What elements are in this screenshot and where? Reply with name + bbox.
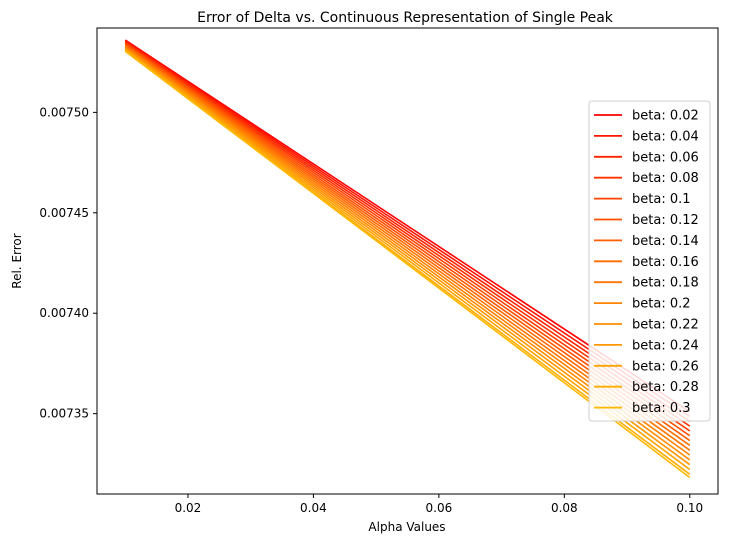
y-tick-label-2: 0.00740 [39,306,89,320]
y-axis: 0.00735 0.00740 0.00745 0.00750 [39,105,97,421]
legend: beta: 0.02 beta: 0.04 beta: 0.06 beta: 0.08… [588,100,711,422]
legend-item-9: beta: 0.18 [632,276,699,291]
y-axis-label: Rel. Error [10,233,24,288]
legend-item-2: beta: 0.04 [632,129,699,144]
legend-item-14: beta: 0.28 [632,380,699,395]
x-tick-label-2: 0.04 [300,501,327,515]
y-tick-label-4: 0.00750 [39,105,89,119]
y-tick-label-3: 0.00745 [39,206,89,220]
x-tick-label-5: 0.10 [676,501,703,515]
legend-box [588,100,711,422]
y-tick-label-1: 0.00735 [39,407,89,421]
legend-item-8: beta: 0.16 [632,255,699,270]
x-axis: 0.02 0.04 0.06 0.08 0.10 [175,494,703,515]
legend-item-11: beta: 0.22 [632,318,699,333]
x-tick-label-3: 0.06 [426,501,453,515]
legend-item-3: beta: 0.06 [632,150,699,165]
legend-item-15: beta: 0.3 [632,401,691,416]
legend-item-4: beta: 0.08 [632,171,699,186]
x-tick-label-4: 0.08 [551,501,578,515]
legend-item-13: beta: 0.26 [632,359,699,374]
legend-item-5: beta: 0.1 [632,192,691,207]
legend-item-1: beta: 0.02 [632,109,699,124]
x-tick-label-1: 0.02 [175,501,202,515]
legend-item-10: beta: 0.2 [632,297,691,312]
chart-title: Error of Delta vs. Continuous Representa… [197,10,614,26]
legend-item-12: beta: 0.24 [632,338,699,353]
legend-item-7: beta: 0.14 [632,234,699,249]
legend-item-6: beta: 0.12 [632,213,699,228]
x-axis-label: Alpha Values [368,520,445,534]
